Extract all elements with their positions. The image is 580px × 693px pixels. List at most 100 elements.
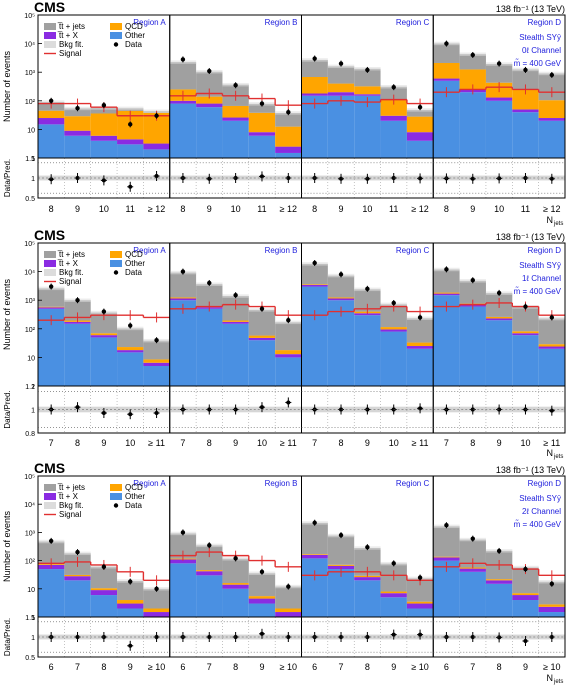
bar-other: [512, 335, 539, 386]
bar-ttjets: [433, 269, 460, 293]
bar-ttX: [512, 595, 539, 601]
x-tick-label: 8: [207, 438, 212, 448]
data-point: [496, 61, 502, 66]
legend-swatch-data: [113, 270, 119, 275]
bar-ttX: [538, 606, 565, 613]
bar-other: [301, 558, 328, 617]
data-point: [180, 530, 186, 535]
bar-qcd: [380, 327, 407, 330]
x-tick-label: 9: [339, 204, 344, 214]
bar-ttX: [169, 100, 197, 104]
legend-label-bkgfit: Bkg fit.: [59, 501, 83, 510]
legend-label-ttjets: t̅t + jets: [57, 22, 85, 31]
bar-qcd: [275, 126, 302, 147]
region-1: 6 7 8 9 ≥ 10 Region A: [37, 475, 171, 672]
bar-ttX: [301, 93, 328, 96]
legend-label-signal: Signal: [59, 277, 81, 286]
x-tick-label: 8: [180, 204, 185, 214]
region-4: 7 8 9 10 ≥ 11 Region D: [432, 242, 566, 448]
bar-other: [406, 348, 434, 386]
data-point: [365, 67, 370, 73]
legend-swatch-other: [110, 32, 122, 39]
data-point: [154, 113, 159, 118]
y-tick-label: 10³: [25, 298, 36, 305]
y-axis-label: Number of events: [2, 50, 12, 122]
bar-qcd: [301, 554, 328, 555]
y-tick-label: 1: [31, 615, 35, 622]
x-tick-label: ≥ 12: [148, 204, 165, 214]
bar-ttX: [143, 612, 170, 617]
ratio-point: [497, 176, 502, 181]
region-3: 8 9 10 11 ≥ 12 Region C: [301, 14, 434, 214]
legend-swatch-ttjets: [44, 484, 56, 491]
ratio-point: [470, 176, 475, 181]
x-tick-label: 11: [521, 204, 530, 214]
bar-ttX: [327, 298, 355, 301]
x-tick-label: 9: [207, 204, 212, 214]
x-tick-label: 10: [231, 204, 241, 214]
bar-ttjets: [327, 535, 355, 565]
bar-other: [38, 569, 65, 617]
bar-ttX: [275, 612, 302, 617]
bar-other: [538, 120, 565, 158]
ratio-point: [444, 176, 449, 181]
signal-annotation: Stealth SYȳ: [519, 494, 561, 503]
bar-qcd: [275, 350, 302, 355]
signal-annotation: m̃ = 400 GeV: [514, 287, 562, 296]
legend-swatch-bkgfit: [44, 502, 56, 509]
bar-qcd: [64, 574, 91, 577]
bar-ttX: [275, 146, 302, 153]
bar-other: [485, 583, 513, 617]
bar-other: [301, 286, 328, 386]
x-axis-label-sub: jets: [553, 454, 563, 460]
y-tick-label: 10⁵: [24, 13, 35, 20]
bar-ttjets: [117, 580, 144, 601]
legend-label-data: Data: [125, 501, 142, 510]
ratio-point: [470, 407, 475, 412]
bar-ttX: [459, 568, 486, 572]
y-tick-label: 10³: [25, 530, 36, 537]
bar-ttX: [196, 103, 223, 108]
x-tick-label: 9: [75, 204, 80, 214]
data-point: [312, 56, 317, 61]
bar-ttX: [512, 109, 539, 113]
bar-qcd: [222, 583, 249, 585]
signal-annotation: m̃ = 400 GeV: [514, 520, 562, 529]
bar-ttjets: [90, 312, 118, 334]
bar-qcd: [406, 601, 434, 604]
legend-label-bkgfit: Bkg fit.: [59, 268, 83, 277]
bar-other: [406, 608, 434, 617]
bar-ttjets: [38, 541, 65, 565]
data-point: [48, 284, 54, 289]
bar-other: [169, 103, 197, 158]
ratio-point: [128, 184, 133, 189]
bar-ttX: [433, 557, 460, 561]
data-point: [154, 586, 159, 591]
data-point: [233, 556, 238, 561]
x-tick-label: 7: [339, 662, 344, 672]
x-tick-label: 6: [312, 662, 317, 672]
x-tick-label: 8: [339, 438, 344, 448]
bar-other: [196, 107, 223, 158]
bar-ttX: [117, 139, 144, 145]
data-point: [444, 267, 449, 272]
data-point: [549, 315, 555, 320]
bar-ttX: [169, 559, 197, 564]
bar-ttjets: [380, 86, 407, 100]
bar-other: [459, 92, 486, 158]
legend-swatch-other: [110, 260, 122, 267]
data-point: [286, 109, 291, 115]
ratio-point: [549, 635, 554, 639]
data-point: [75, 298, 80, 303]
bar-qcd: [90, 113, 118, 136]
bar-ttjets: [406, 318, 434, 343]
legend-label-qcd: QCD: [125, 483, 143, 492]
bar-ttjets: [406, 109, 434, 117]
ratio-point: [470, 635, 475, 639]
signal-annotation: Stealth SYȳ: [519, 261, 561, 270]
bar-ttjets: [117, 328, 144, 348]
region-label: Region D: [528, 246, 562, 255]
bar-ttX: [117, 350, 144, 353]
